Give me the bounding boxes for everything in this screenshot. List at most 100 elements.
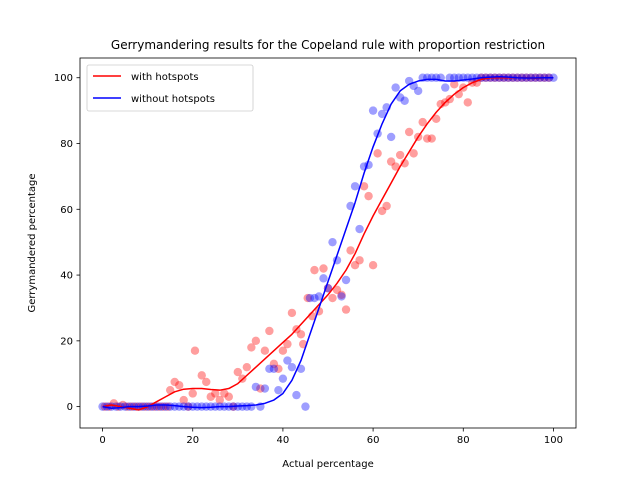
- scatter-point-without-hotspots: [278, 374, 288, 383]
- scatter-point-without-hotspots: [395, 93, 405, 102]
- scatter-point-with-hotspots: [319, 264, 328, 273]
- scatter-point-with-hotspots: [432, 114, 441, 124]
- scatter-point-without-hotspots: [319, 274, 328, 283]
- legend-label-without-hotspots: without hotspots: [131, 94, 215, 105]
- scatter-point-without-hotspots: [355, 224, 364, 234]
- scatter-point-with-hotspots: [427, 134, 436, 143]
- scatter-point-with-hotspots: [382, 201, 391, 211]
- scatter-point-without-hotspots: [314, 292, 324, 301]
- scatter-point-with-hotspots: [224, 392, 233, 401]
- scatter-point-with-hotspots: [197, 371, 206, 380]
- y-tick-label: 40: [60, 271, 73, 282]
- scatter-point-with-hotspots: [364, 191, 373, 201]
- scatter-point-with-hotspots: [341, 305, 351, 314]
- scatter-point-with-hotspots: [404, 127, 414, 137]
- scatter-point-with-hotspots: [190, 346, 200, 355]
- scatter-point-without-hotspots: [202, 402, 211, 411]
- scatter-point-without-hotspots: [413, 86, 423, 96]
- scatter-point-with-hotspots: [296, 330, 306, 339]
- scatter-point-with-hotspots: [287, 308, 297, 318]
- scatter-point-with-hotspots: [179, 395, 188, 405]
- y-tick-label: 100: [54, 73, 73, 84]
- scatter-point-with-hotspots: [386, 157, 396, 166]
- axes-frame: [79, 57, 577, 429]
- scatter-point-with-hotspots: [450, 80, 459, 89]
- scatter-point-without-hotspots: [260, 384, 270, 393]
- chart-title: Gerrymandering results for the Copeland …: [111, 38, 545, 52]
- scatter-point-with-hotspots: [175, 381, 184, 390]
- scatter-point-with-hotspots: [220, 389, 229, 398]
- scatter-point-without-hotspots: [305, 293, 315, 303]
- scatter-point-with-hotspots: [233, 367, 243, 377]
- scatter-point-without-hotspots: [197, 402, 206, 411]
- scatter-point-with-hotspots: [283, 339, 292, 349]
- x-tick-label: 100: [544, 435, 563, 446]
- scatter-point-without-hotspots: [251, 382, 261, 392]
- scatter-point-with-hotspots: [395, 150, 405, 160]
- legend: with hotspots without hotspots: [86, 64, 254, 112]
- y-tick-label: 0: [67, 402, 73, 413]
- x-tick-label: 80: [457, 435, 470, 446]
- scatter-point-without-hotspots: [102, 402, 112, 411]
- scatter-point-with-hotspots: [274, 364, 283, 373]
- scatter-point-with-hotspots: [265, 326, 274, 336]
- scatter-point-without-hotspots: [301, 402, 310, 411]
- scatter-point-with-hotspots: [202, 377, 211, 387]
- scatter-point-with-hotspots: [418, 117, 427, 127]
- scatter-point-without-hotspots: [274, 385, 283, 395]
- scatter-point-with-hotspots: [409, 149, 418, 158]
- scatter-point-without-hotspots: [368, 106, 378, 115]
- scatter-point-with-hotspots: [269, 359, 279, 369]
- scatter-point-with-hotspots: [463, 98, 472, 107]
- x-axis-label: Actual percentage: [282, 459, 373, 470]
- scatter-point-with-hotspots: [359, 182, 369, 191]
- scatter-point-without-hotspots: [377, 109, 387, 119]
- x-tick-label: 60: [367, 435, 380, 446]
- scatter-point-with-hotspots: [260, 346, 270, 355]
- scatter-point-with-hotspots: [256, 384, 265, 393]
- scatter-point-with-hotspots: [278, 346, 288, 355]
- scatter-point-without-hotspots: [445, 73, 454, 82]
- scatter-point-with-hotspots: [377, 206, 387, 216]
- scatter-point-with-hotspots: [346, 246, 355, 255]
- x-tick-label: 20: [186, 435, 199, 446]
- scatter-point-without-hotspots: [350, 182, 360, 191]
- plot-area: [98, 73, 558, 411]
- scatter-point-without-hotspots: [328, 237, 337, 247]
- axis-ticks: 0 20 40 60 80 100 0 20 40 60 80 100: [54, 73, 563, 446]
- x-tick-label: 0: [99, 435, 105, 446]
- scatter-point-without-hotspots: [337, 292, 346, 301]
- legend-label-with-hotspots: with hotspots: [131, 72, 199, 83]
- fit-line-without-hotspots: [102, 76, 554, 410]
- legend-box: [86, 64, 254, 112]
- scatter-point-with-hotspots: [247, 343, 256, 352]
- scatter-point-with-hotspots: [355, 256, 364, 265]
- scatter-point-with-hotspots: [328, 293, 337, 303]
- scatter-point-without-hotspots: [441, 83, 450, 92]
- scatter-point-with-hotspots: [251, 336, 261, 346]
- scatter-point-with-hotspots: [206, 392, 215, 401]
- scatter-point-without-hotspots: [247, 402, 256, 411]
- scatter-point-with-hotspots: [391, 162, 400, 171]
- scatter-point-without-hotspots: [193, 402, 202, 411]
- scatter-point-without-hotspots: [310, 293, 319, 303]
- scatter-point-with-hotspots: [303, 293, 312, 303]
- scatter-point-without-hotspots: [287, 362, 297, 372]
- scatter-point-without-hotspots: [170, 402, 179, 411]
- scatter-point-with-hotspots: [165, 385, 175, 395]
- scatter-point-with-hotspots: [215, 395, 224, 405]
- scatter-point-with-hotspots: [211, 389, 220, 398]
- scatter-point-without-hotspots: [242, 402, 252, 411]
- scatter-point-without-hotspots: [269, 364, 279, 373]
- scatter-point-with-hotspots: [332, 285, 342, 295]
- scatter-point-without-hotspots: [391, 83, 400, 92]
- y-tick-label: 80: [60, 139, 73, 150]
- scatter-point-with-hotspots: [188, 389, 197, 398]
- y-tick-label: 20: [60, 336, 73, 347]
- scatter-point-without-hotspots: [238, 402, 247, 411]
- scatter-point-with-hotspots: [242, 362, 252, 372]
- scatter-point-without-hotspots: [283, 356, 292, 365]
- scatter-point-with-hotspots: [337, 290, 346, 299]
- y-tick-label: 60: [60, 205, 73, 216]
- scatter-point-with-hotspots: [400, 159, 409, 168]
